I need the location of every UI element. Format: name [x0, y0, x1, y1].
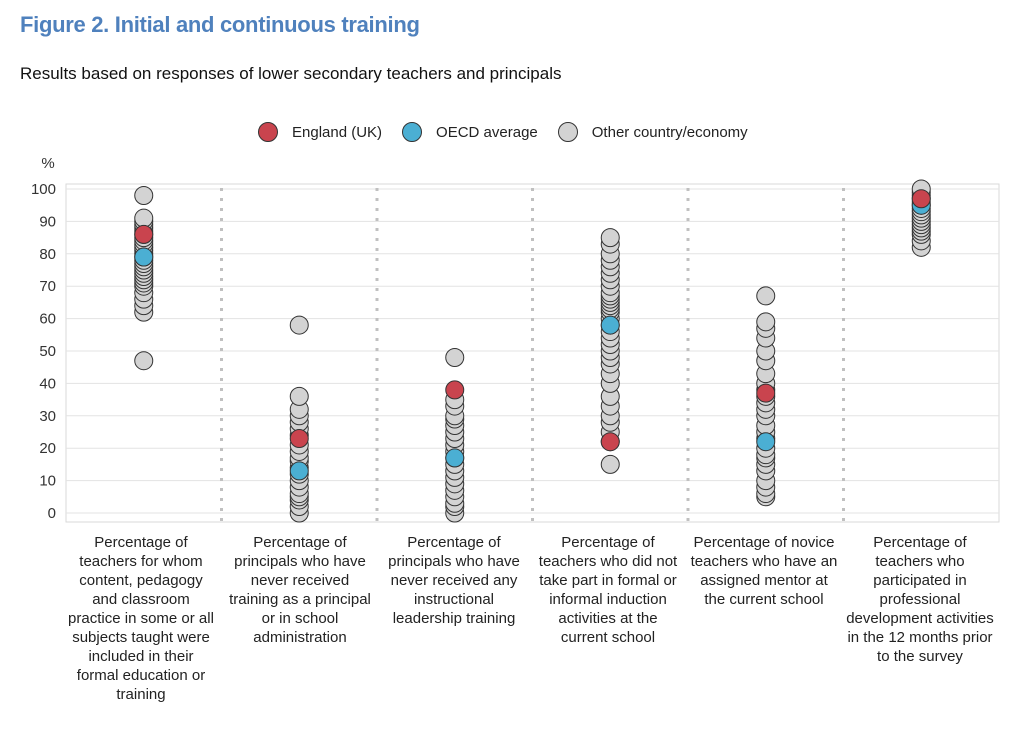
point-oecd-cat3 [445, 448, 465, 468]
point-england-cat6 [911, 189, 931, 209]
point-england-cat2 [289, 428, 309, 448]
category-label-5: Percentage of novice teachers who have a… [690, 534, 838, 608]
point-other-cat2-18 [289, 386, 309, 406]
point-other-cat1-26 [134, 208, 154, 228]
y-tick-label-90: 90 [39, 213, 56, 230]
y-tick-label-30: 30 [39, 408, 56, 425]
point-other-cat2-19 [289, 315, 309, 335]
y-tick-label-50: 50 [39, 343, 56, 360]
y-axis-label: % [41, 155, 54, 172]
legend-item-oecd: OECD average [402, 122, 538, 142]
y-tick-label-20: 20 [39, 440, 56, 457]
category-label-2: Percentage of principals who have never … [229, 534, 371, 646]
point-other-cat3-19 [445, 347, 465, 367]
point-oecd-cat2 [289, 461, 309, 481]
category-label-3: Percentage of principals who have never … [388, 534, 520, 627]
chart-legend: England (UK) OECD average Other country/… [258, 122, 768, 142]
point-england-cat3 [445, 380, 465, 400]
point-oecd-cat5 [756, 432, 776, 452]
y-tick-label-0: 0 [48, 505, 56, 522]
category-label-6: Percentage of teachers who participated … [846, 534, 994, 665]
y-tick-label-80: 80 [39, 246, 56, 263]
legend-swatch-other [557, 122, 578, 142]
legend-label-england: England (UK) [292, 123, 383, 141]
y-tick-label-60: 60 [39, 311, 56, 328]
point-england-cat1 [134, 224, 154, 244]
y-tick-label-10: 10 [39, 473, 56, 490]
point-other-cat5-24 [756, 286, 776, 306]
legend-swatch-oecd [402, 122, 423, 142]
point-other-cat5-23 [756, 312, 776, 332]
y-tick-label-70: 70 [39, 278, 56, 295]
point-england-cat4 [600, 432, 620, 452]
figure-subtitle: Results based on responses of lower seco… [20, 64, 562, 83]
legend-swatch-england [258, 122, 278, 142]
category-label-1: Percentage of teachers for whom content,… [68, 534, 214, 703]
point-other-cat1-27 [134, 185, 154, 205]
legend-label-oecd: OECD average [436, 123, 538, 141]
point-oecd-cat1 [134, 247, 154, 267]
legend-item-other: Other country/economy [557, 122, 748, 142]
plot-area [65, 183, 1000, 523]
category-label-4: Percentage of teachers who did not take … [538, 534, 678, 646]
point-other-cat4-31 [600, 228, 620, 248]
point-oecd-cat4 [600, 315, 620, 335]
legend-label-other: Other country/economy [591, 123, 748, 141]
figure-title: Figure 2. Initial and continuous trainin… [20, 12, 420, 37]
point-other-cat1-0 [134, 351, 154, 371]
y-tick-label-40: 40 [39, 375, 56, 392]
y-tick-label-100: 100 [31, 181, 56, 198]
legend-item-england: England (UK) [258, 122, 382, 142]
point-england-cat5 [756, 383, 776, 403]
point-other-cat4-0 [600, 454, 620, 474]
